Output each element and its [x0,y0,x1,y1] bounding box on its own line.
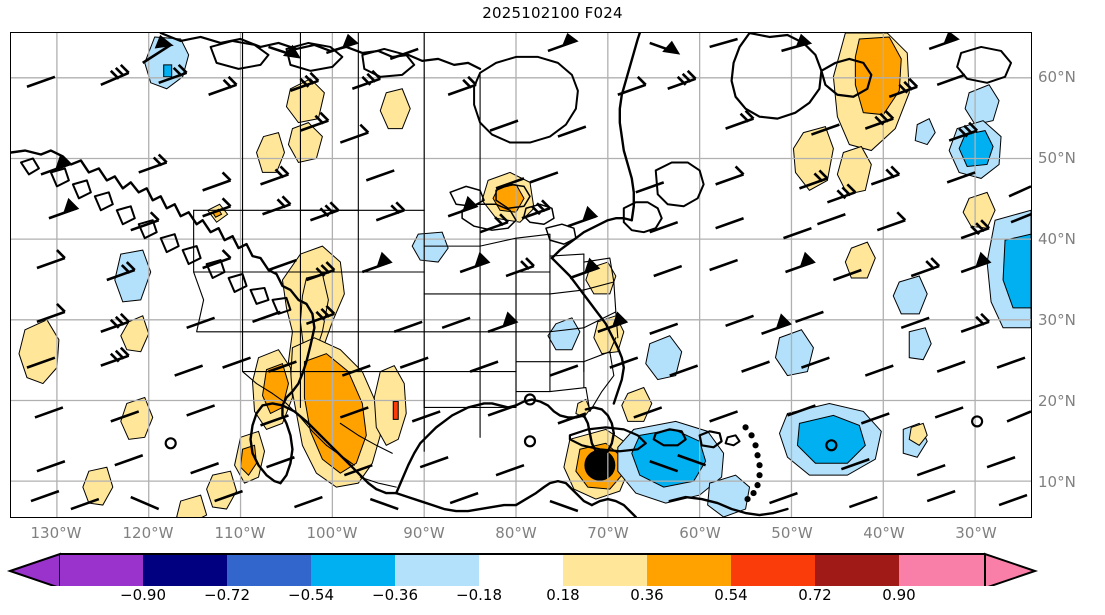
lon-tick-70w: 70°W [587,524,629,542]
lon-tick-100w: 100°W [306,524,358,542]
map-frame [10,32,1032,518]
figure-title: 2025102100 F024 [482,4,623,22]
cb-tick-0.72: 0.72 [798,586,832,604]
lon-tick-60w: 60°W [679,524,721,542]
lat-tick-10n: 10°N [1038,473,1076,491]
cb-tick--0.72: −0.72 [204,586,250,604]
longitude-axis: 130°W 120°W 110°W 100°W 90°W 80°W 70°W 6… [10,524,1032,548]
cb-tick-0.18: 0.18 [546,586,580,604]
lon-tick-110w: 110°W [214,524,266,542]
lat-tick-30n: 30°N [1038,311,1076,329]
lat-tick-40n: 40°N [1038,230,1076,248]
latitude-axis: 60°N 50°N 40°N 30°N 20°N 10°N [1038,32,1104,518]
wind-barb-layer [26,33,1031,513]
cb-tick-0.36: 0.36 [630,586,664,604]
cb-tick--0.18: −0.18 [456,586,502,604]
cb-tick-0.90: 0.90 [882,586,916,604]
lat-tick-50n: 50°N [1038,149,1076,167]
colorbar-tick-labels: −0.90 −0.72 −0.54 −0.36 −0.18 0.18 0.36 … [0,586,1105,612]
colorbar-canvas [6,552,1039,586]
cb-tick--0.36: −0.36 [372,586,418,604]
colorbar-segments [60,554,985,586]
lat-tick-60n: 60°N [1038,68,1076,86]
cb-tick--0.90: −0.90 [120,586,166,604]
colorbar-over-arrow [984,552,1039,586]
lon-tick-40w: 40°W [863,524,905,542]
lon-tick-120w: 120°W [122,524,174,542]
coastline-layer [11,33,1013,517]
cb-tick-0.54: 0.54 [714,586,748,604]
filled-contour-layer [18,33,1031,517]
colorbar: −0.90 −0.72 −0.54 −0.36 −0.18 0.18 0.36 … [0,552,1105,614]
lon-tick-130w: 130°W [30,524,82,542]
lat-tick-20n: 20°N [1038,392,1076,410]
cb-tick--0.54: −0.54 [288,586,334,604]
colorbar-under-arrow [6,552,61,586]
lon-tick-90w: 90°W [403,524,445,542]
lon-tick-50w: 50°W [771,524,813,542]
map-panel [10,32,1032,518]
map-canvas [11,33,1031,517]
lon-tick-30w: 30°W [955,524,997,542]
lon-tick-80w: 80°W [495,524,537,542]
